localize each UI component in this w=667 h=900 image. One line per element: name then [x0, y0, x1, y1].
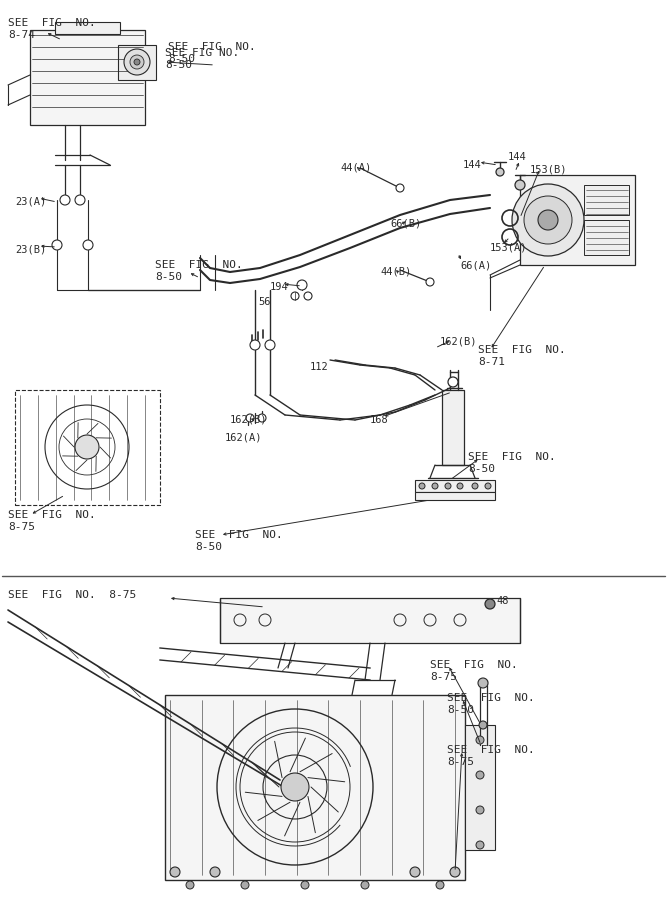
- Text: SEE FIG NO.: SEE FIG NO.: [165, 48, 239, 58]
- Circle shape: [410, 867, 420, 877]
- Circle shape: [258, 414, 266, 422]
- Circle shape: [281, 773, 309, 801]
- Circle shape: [246, 414, 254, 422]
- Text: 153(B): 153(B): [530, 165, 568, 175]
- Circle shape: [512, 184, 584, 256]
- Circle shape: [134, 59, 140, 65]
- Circle shape: [538, 210, 558, 230]
- Text: SEE  FIG  NO.: SEE FIG NO.: [195, 530, 283, 540]
- Circle shape: [210, 867, 220, 877]
- Text: 66(A): 66(A): [460, 260, 492, 270]
- Text: SEE  FIG  NO.: SEE FIG NO.: [447, 745, 535, 755]
- Text: 112: 112: [310, 362, 329, 372]
- Text: 66(B): 66(B): [390, 218, 422, 228]
- Text: 44(B): 44(B): [380, 267, 412, 277]
- Circle shape: [301, 881, 309, 889]
- Text: 8-50: 8-50: [165, 60, 192, 70]
- Text: 8-50: 8-50: [468, 464, 495, 474]
- Text: 56: 56: [258, 297, 271, 307]
- Text: 23(A): 23(A): [15, 196, 46, 206]
- Circle shape: [485, 599, 495, 609]
- Circle shape: [361, 881, 369, 889]
- Text: SEE  FIG  NO.: SEE FIG NO.: [430, 660, 518, 670]
- Circle shape: [396, 184, 404, 192]
- Circle shape: [250, 340, 260, 350]
- Circle shape: [436, 881, 444, 889]
- Bar: [55, 22, 120, 34]
- Text: 8-71: 8-71: [478, 357, 505, 367]
- Circle shape: [450, 867, 460, 877]
- Circle shape: [448, 377, 458, 387]
- Text: SEE  FIG  NO.: SEE FIG NO.: [168, 42, 255, 52]
- Circle shape: [496, 168, 504, 176]
- Circle shape: [186, 881, 194, 889]
- Circle shape: [476, 841, 484, 849]
- Bar: [584, 185, 629, 215]
- Circle shape: [297, 280, 307, 290]
- Bar: [584, 220, 629, 255]
- Bar: [520, 175, 635, 265]
- Text: SEE  FIG  NO.: SEE FIG NO.: [468, 452, 556, 462]
- Text: 8-50: 8-50: [155, 272, 182, 282]
- Circle shape: [457, 483, 463, 489]
- Circle shape: [60, 195, 70, 205]
- Text: 8-50: 8-50: [168, 54, 195, 64]
- Circle shape: [75, 435, 99, 459]
- Text: 8-74: 8-74: [8, 30, 35, 40]
- Text: 8-75: 8-75: [447, 757, 474, 767]
- Circle shape: [479, 721, 487, 729]
- Bar: [415, 492, 495, 500]
- Text: 162(B): 162(B): [440, 337, 478, 347]
- Circle shape: [515, 180, 525, 190]
- Bar: [415, 480, 495, 492]
- Circle shape: [445, 483, 451, 489]
- Circle shape: [124, 49, 150, 75]
- Circle shape: [476, 771, 484, 779]
- Circle shape: [75, 195, 85, 205]
- Circle shape: [265, 340, 275, 350]
- Text: SEE  FIG  NO.: SEE FIG NO.: [478, 345, 566, 355]
- Circle shape: [485, 483, 491, 489]
- Text: SEE  FIG  NO.  8-75: SEE FIG NO. 8-75: [8, 590, 136, 600]
- Bar: [118, 45, 156, 80]
- Text: 8-75: 8-75: [430, 672, 457, 682]
- Text: SEE  FIG  NO.: SEE FIG NO.: [155, 260, 243, 270]
- Circle shape: [130, 55, 144, 69]
- Circle shape: [170, 867, 180, 877]
- Circle shape: [524, 196, 572, 244]
- Text: 8-50: 8-50: [447, 705, 474, 715]
- Text: 153(A): 153(A): [490, 243, 528, 253]
- Circle shape: [478, 678, 488, 688]
- Text: 8-75: 8-75: [8, 522, 35, 532]
- Text: 162(A): 162(A): [225, 432, 263, 442]
- Bar: [465, 725, 495, 850]
- Text: 23(B): 23(B): [15, 245, 46, 255]
- Bar: [442, 390, 464, 465]
- Text: 144: 144: [463, 160, 482, 170]
- Text: SEE  FIG  NO.: SEE FIG NO.: [8, 18, 96, 28]
- Text: 162(B): 162(B): [230, 415, 267, 425]
- Circle shape: [52, 240, 62, 250]
- Circle shape: [476, 736, 484, 744]
- Circle shape: [419, 483, 425, 489]
- Text: SEE  FIG  NO.: SEE FIG NO.: [8, 510, 96, 520]
- Text: 8-50: 8-50: [195, 542, 222, 552]
- Text: 194: 194: [270, 282, 289, 292]
- Circle shape: [476, 806, 484, 814]
- Text: 168: 168: [370, 415, 389, 425]
- Text: 44(A): 44(A): [340, 162, 372, 172]
- Circle shape: [426, 278, 434, 286]
- Text: 48: 48: [496, 596, 508, 606]
- Bar: [165, 695, 465, 880]
- Circle shape: [241, 881, 249, 889]
- Circle shape: [472, 483, 478, 489]
- Bar: [30, 30, 145, 125]
- Circle shape: [432, 483, 438, 489]
- Bar: [15, 390, 160, 505]
- Circle shape: [83, 240, 93, 250]
- Text: SEE  FIG  NO.: SEE FIG NO.: [447, 693, 535, 703]
- Bar: [220, 598, 520, 643]
- Text: 144: 144: [508, 152, 527, 162]
